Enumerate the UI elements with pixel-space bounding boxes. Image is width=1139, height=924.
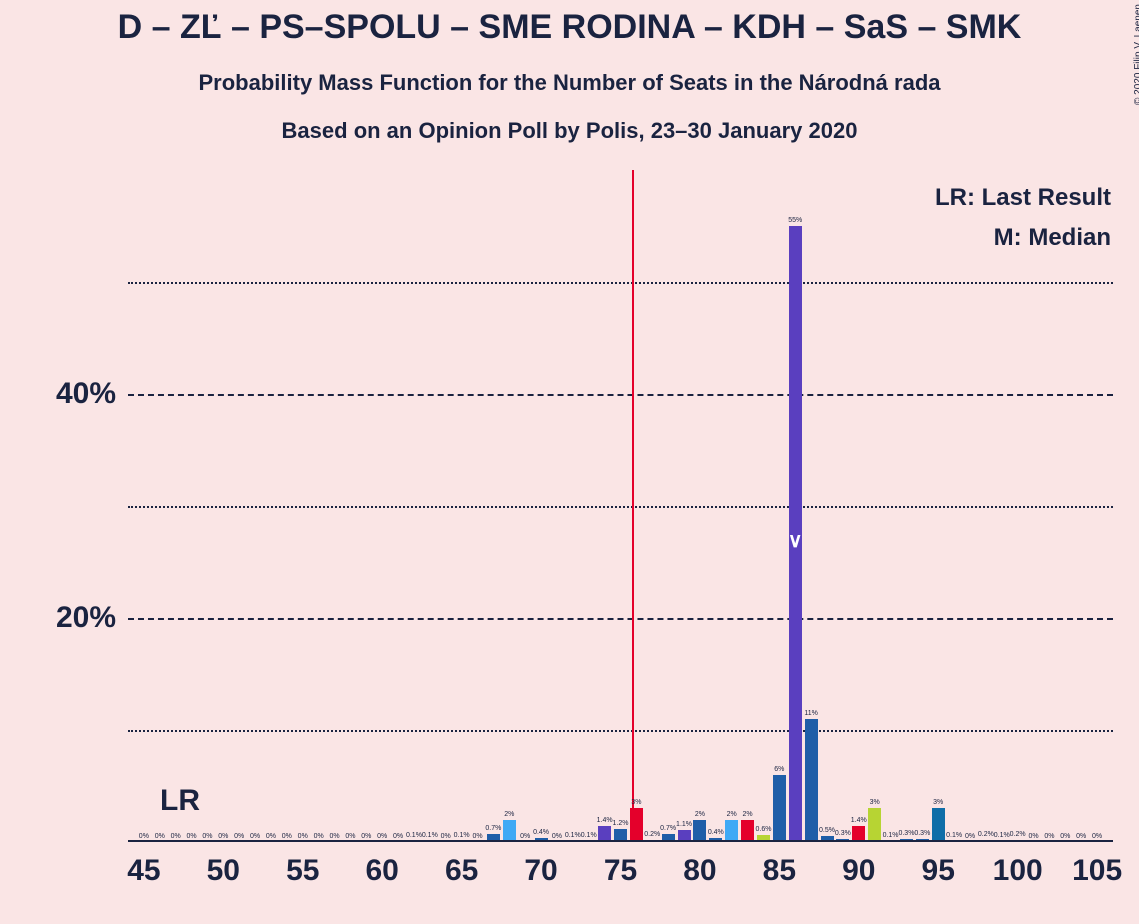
bar-label: 0% xyxy=(965,833,975,840)
bar: 3% xyxy=(630,808,643,842)
x-axis-label: 70 xyxy=(524,842,557,888)
bar-label: 11% xyxy=(804,710,818,717)
bar-label: 2% xyxy=(695,811,705,818)
bar-label: 1.2% xyxy=(613,820,629,827)
bar-label: 0% xyxy=(250,833,260,840)
x-axis-label: 95 xyxy=(922,842,955,888)
bar-label: 0.3% xyxy=(898,830,914,837)
bar-label: 0.3% xyxy=(835,830,851,837)
x-axis-label: 60 xyxy=(366,842,399,888)
bar-label: 3% xyxy=(631,799,641,806)
bars-container: 0%0%0%0%0%0%0%0%0%0%0%0%0%0%0%0%0%0.1%0.… xyxy=(128,170,1113,842)
bar: 2% xyxy=(741,820,754,842)
bar-label: 0% xyxy=(1028,833,1038,840)
bar-label: 0.1% xyxy=(581,832,597,839)
bar-label: 0% xyxy=(361,833,371,840)
title-sub1: Probability Mass Function for the Number… xyxy=(0,70,1139,96)
bar-label: 0.1% xyxy=(565,832,581,839)
bar: 55% xyxy=(789,226,802,842)
bar-label: 0% xyxy=(1092,833,1102,840)
bar-label: 0% xyxy=(377,833,387,840)
bar-label: 0.7% xyxy=(485,825,501,832)
bar-label: 0.2% xyxy=(978,831,994,838)
bar: 11% xyxy=(805,719,818,842)
x-axis-label: 90 xyxy=(842,842,875,888)
bar-label: 0.1% xyxy=(994,832,1010,839)
plot-area: 0%0%0%0%0%0%0%0%0%0%0%0%0%0%0%0%0%0.1%0.… xyxy=(128,170,1113,842)
bar-label: 0% xyxy=(1044,833,1054,840)
bar-label: 0.6% xyxy=(755,826,771,833)
bar: 2% xyxy=(503,820,516,842)
bar-label: 0% xyxy=(345,833,355,840)
bar-label: 0.1% xyxy=(454,832,470,839)
bar-label: 0% xyxy=(155,833,165,840)
bar-label: 0% xyxy=(552,833,562,840)
bar-label: 0% xyxy=(472,833,482,840)
x-axis-label: 85 xyxy=(763,842,796,888)
x-axis-label: 80 xyxy=(683,842,716,888)
bar-label: 0.3% xyxy=(914,830,930,837)
bar-label: 6% xyxy=(774,766,784,773)
bar-label: 0.1% xyxy=(883,832,899,839)
bar-label: 2% xyxy=(727,811,737,818)
bar-label: 0% xyxy=(266,833,276,840)
bar-label: 55% xyxy=(788,217,802,224)
bar-label: 0% xyxy=(234,833,244,840)
x-axis-label: 45 xyxy=(127,842,160,888)
bar-label: 0% xyxy=(282,833,292,840)
bar-label: 0% xyxy=(329,833,339,840)
title-main: D – ZĽ – PS–SPOLU – SME RODINA – KDH – S… xyxy=(0,8,1139,47)
bar-label: 3% xyxy=(933,799,943,806)
bar-label: 0.1% xyxy=(406,832,422,839)
bar-label: 0.5% xyxy=(819,827,835,834)
x-axis-label: 55 xyxy=(286,842,319,888)
y-axis-label: 20% xyxy=(56,601,128,635)
bar-label: 0% xyxy=(441,833,451,840)
bar-label: 0% xyxy=(186,833,196,840)
bar: 2% xyxy=(693,820,706,842)
bar-label: 2% xyxy=(504,811,514,818)
bar-label: 0.4% xyxy=(533,829,549,836)
x-axis-label: 50 xyxy=(207,842,240,888)
x-axis-label: 105 xyxy=(1072,842,1122,888)
bar-label: 3% xyxy=(870,799,880,806)
bar: 3% xyxy=(932,808,945,842)
bar-label: 2% xyxy=(743,811,753,818)
bar-label: 0% xyxy=(171,833,181,840)
bar-label: 0.2% xyxy=(644,831,660,838)
bar-label: 0% xyxy=(393,833,403,840)
bar-label: 0.1% xyxy=(422,832,438,839)
bar-label: 0.1% xyxy=(946,832,962,839)
last-result-label: LR xyxy=(160,784,200,818)
y-axis-label: 40% xyxy=(56,377,128,411)
x-axis-label: 75 xyxy=(604,842,637,888)
title-sub2: Based on an Opinion Poll by Polis, 23–30… xyxy=(0,118,1139,144)
bar: 2% xyxy=(725,820,738,842)
chart-canvas: D – ZĽ – PS–SPOLU – SME RODINA – KDH – S… xyxy=(0,0,1139,924)
bar: 6% xyxy=(773,775,786,842)
x-axis-label: 100 xyxy=(993,842,1043,888)
bar-label: 0% xyxy=(520,833,530,840)
x-axis-label: 65 xyxy=(445,842,478,888)
bar-label: 0% xyxy=(1076,833,1086,840)
bar-label: 0.2% xyxy=(1010,831,1026,838)
bar-label: 0% xyxy=(218,833,228,840)
bar-label: 0% xyxy=(139,833,149,840)
bar-label: 1.1% xyxy=(676,821,692,828)
bar-label: 0.7% xyxy=(660,825,676,832)
bar-label: 0.4% xyxy=(708,829,724,836)
bar-label: 1.4% xyxy=(851,817,867,824)
bar: 3% xyxy=(868,808,881,842)
copyright-text: © 2020 Filip V. Laenen xyxy=(1133,4,1139,105)
bar-label: 0% xyxy=(298,833,308,840)
bar-label: 1.4% xyxy=(597,817,613,824)
bar-label: 0% xyxy=(202,833,212,840)
bar-label: 0% xyxy=(1060,833,1070,840)
bar-label: 0% xyxy=(314,833,324,840)
